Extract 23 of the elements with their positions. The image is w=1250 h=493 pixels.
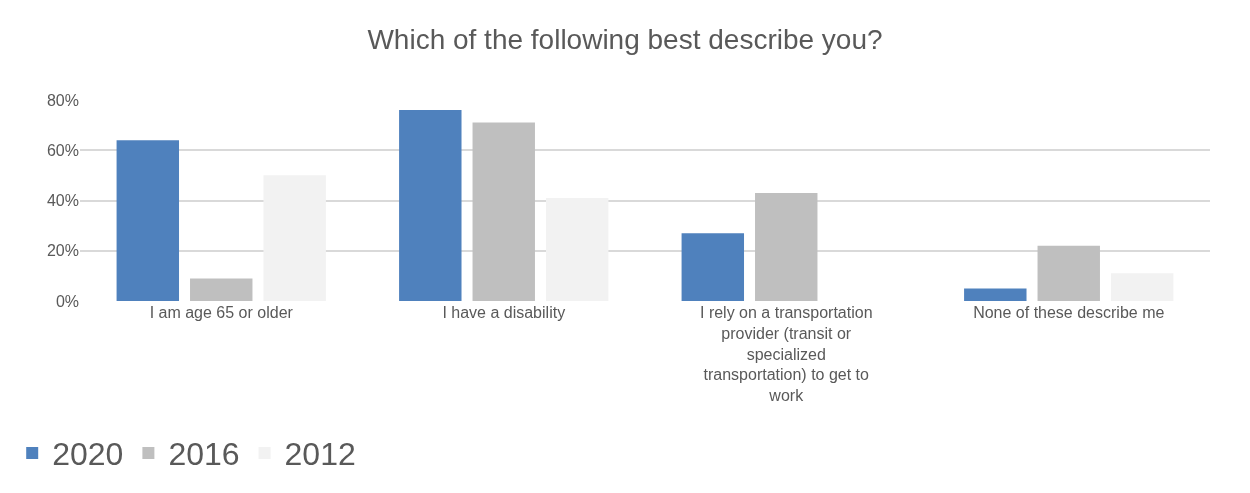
x-tick-label: None of these describe me	[973, 304, 1165, 321]
legend-label: 2012	[284, 436, 356, 473]
bar	[116, 140, 180, 301]
bar	[755, 192, 818, 301]
bar	[472, 122, 535, 301]
legend-label: 2016	[168, 436, 240, 473]
y-tick-label: 80%	[46, 91, 79, 109]
y-tick-label: 40%	[46, 192, 79, 210]
x-tick-label: I rely on a transportation provider (transit or specialized transportation) to get to work	[699, 304, 873, 405]
x-tick-label: I have a disability	[442, 304, 566, 321]
legend-label: 2020	[52, 436, 124, 473]
bar	[545, 197, 609, 301]
bar	[964, 288, 1027, 301]
bar	[190, 278, 253, 301]
x-tick-label: I am age 65 or older	[149, 304, 294, 321]
y-tick-label: 20%	[46, 242, 79, 260]
bar	[1037, 245, 1100, 301]
chart-title: Which of the following best describe you?	[367, 24, 883, 56]
bar	[263, 175, 326, 301]
bar	[399, 110, 462, 301]
y-tick-label: 0%	[55, 292, 79, 310]
y-tick-label: 60%	[46, 141, 79, 159]
bar	[681, 233, 745, 301]
